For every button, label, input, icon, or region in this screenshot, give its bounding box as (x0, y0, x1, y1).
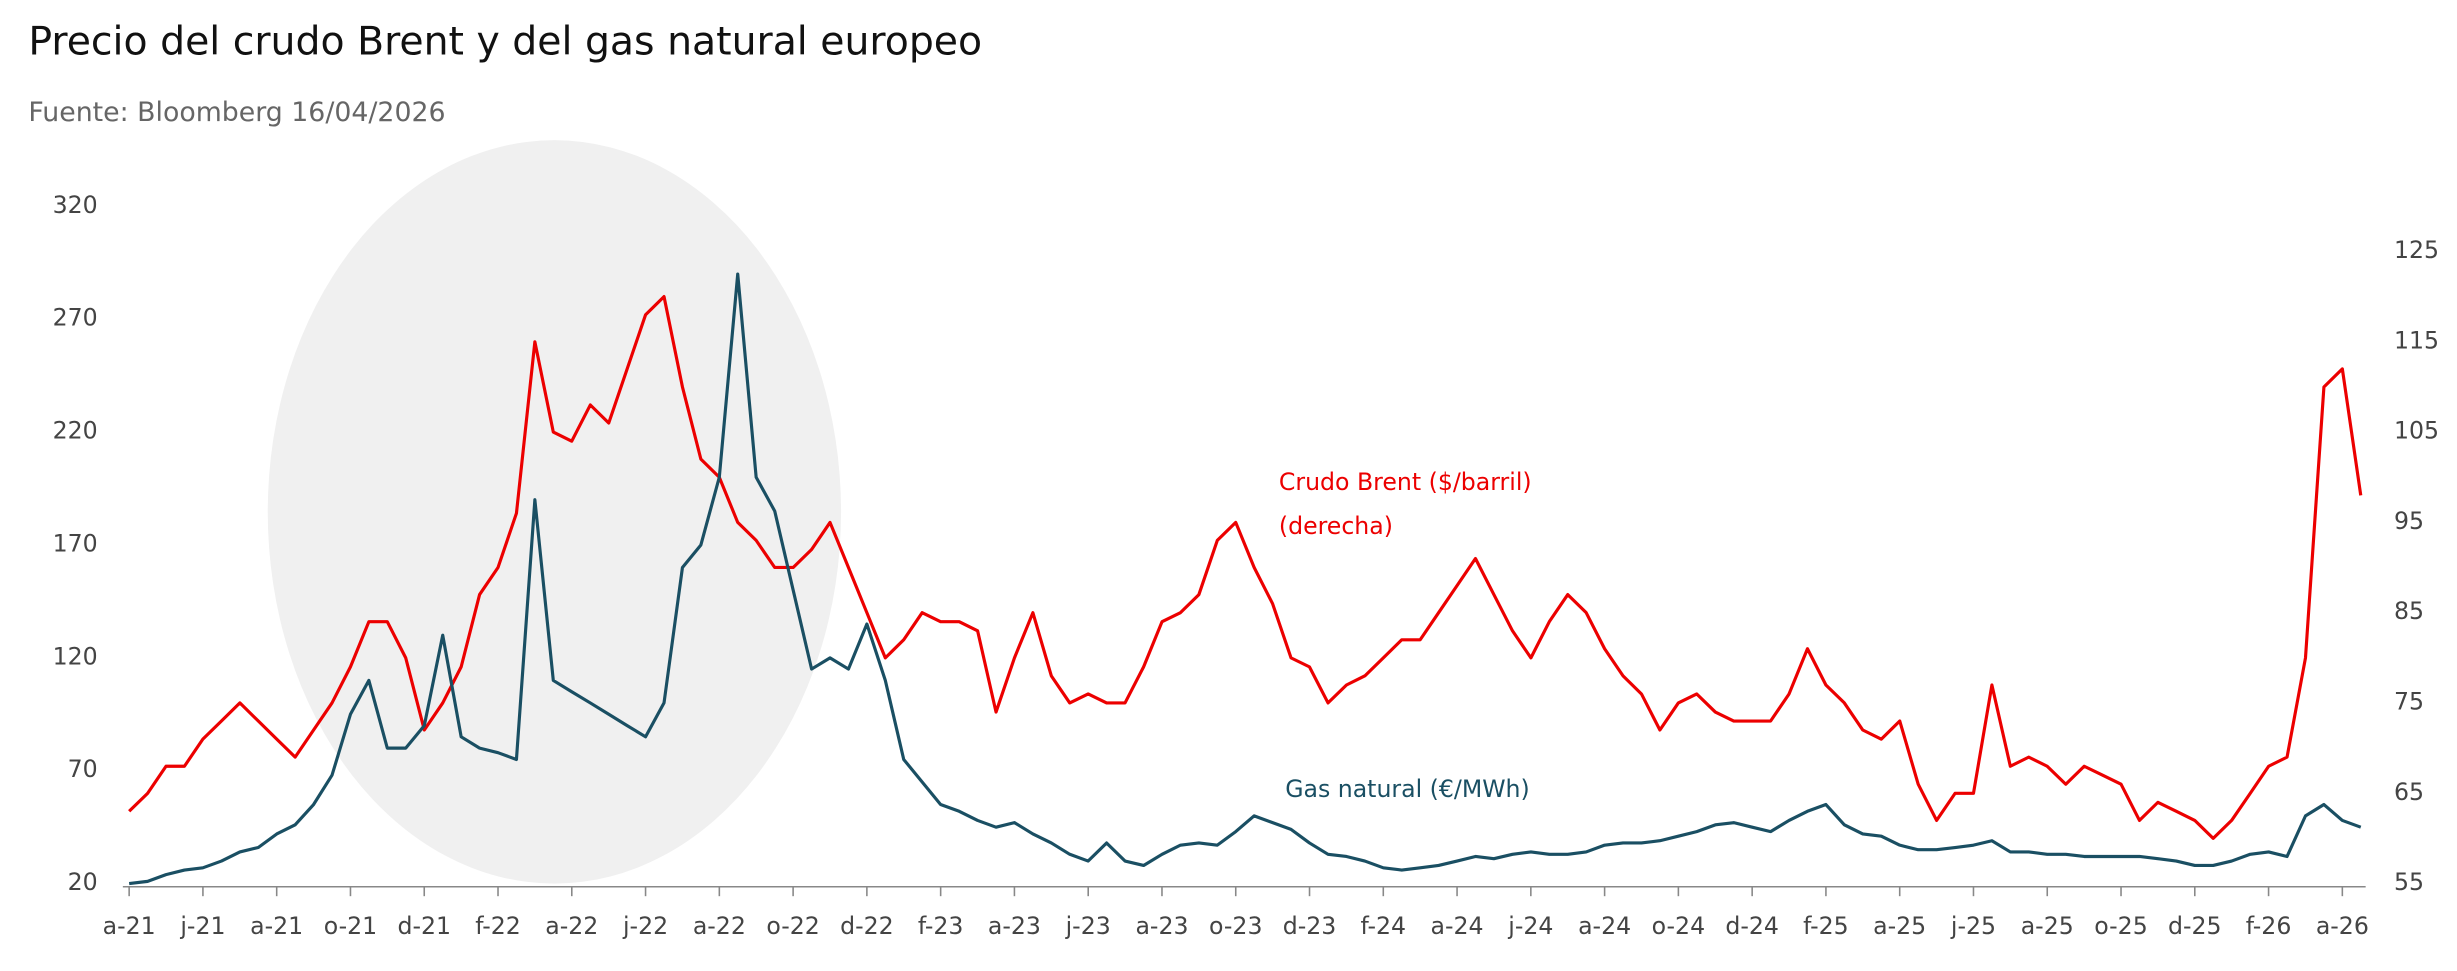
x-tick-label: f-23 (918, 912, 964, 940)
x-tick-label: a-26 (2316, 912, 2369, 940)
y2-tick-label: 65 (2394, 778, 2424, 806)
y-tick-label: 70 (68, 755, 98, 783)
x-tick-label: f-25 (1803, 912, 1849, 940)
x-tick-label: a-25 (2021, 912, 2074, 940)
x-tick-label: a-21 (103, 912, 156, 940)
x-tick-label: a-21 (250, 912, 303, 940)
x-tick-label: j-23 (1065, 912, 1111, 940)
x-tick-label: a-24 (1578, 912, 1631, 940)
x-tick-label: a-23 (1135, 912, 1188, 940)
x-tick-label: j-24 (1507, 912, 1553, 940)
x-tick-label: d-22 (840, 912, 894, 940)
x-tick-label: o-22 (766, 912, 819, 940)
x-tick-label: d-21 (397, 912, 451, 940)
series-note: (derecha) (1279, 512, 1393, 540)
x-tick-label: f-24 (1360, 912, 1406, 940)
series-label: Gas natural (€/MWh) (1285, 775, 1530, 803)
y-tick-label: 20 (68, 868, 98, 896)
y-tick-label: 120 (53, 642, 98, 670)
y2-tick-label: 125 (2394, 236, 2439, 264)
x-tick-label: f-26 (2246, 912, 2292, 940)
y2-tick-label: 75 (2394, 687, 2424, 715)
x-tick-label: o-25 (2094, 912, 2147, 940)
x-tick-label: d-24 (1725, 912, 1779, 940)
y2-tick-label: 115 (2394, 326, 2439, 354)
series-label: Crudo Brent ($/barril) (1279, 468, 1532, 496)
x-tick-label: o-24 (1652, 912, 1705, 940)
series-line (128, 272, 2362, 886)
y-tick-label: 170 (53, 529, 98, 557)
x-tick-label: o-21 (324, 912, 377, 940)
y-tick-label: 220 (53, 417, 98, 445)
x-tick-label: j-22 (622, 912, 668, 940)
y2-tick-label: 85 (2394, 597, 2424, 625)
series-line (128, 295, 2363, 840)
highlight-ellipse (267, 140, 842, 884)
x-tick-label: a-23 (988, 912, 1041, 940)
y-tick-label: 270 (53, 304, 98, 332)
x-tick-label: f-22 (475, 912, 521, 940)
x-tick-label: j-25 (1950, 912, 1996, 940)
x-tick-label: a-25 (1873, 912, 1926, 940)
x-tick-label: a-22 (545, 912, 598, 940)
x-tick-label: j-21 (179, 912, 225, 940)
y2-tick-label: 55 (2394, 868, 2424, 896)
x-tick-label: o-23 (1209, 912, 1262, 940)
x-tick-label: d-25 (2168, 912, 2222, 940)
y2-tick-label: 105 (2394, 417, 2439, 445)
x-tick-label: d-23 (1283, 912, 1337, 940)
y2-tick-label: 95 (2394, 507, 2424, 535)
chart-subtitle: Fuente: Bloomberg 16/04/2026 (28, 97, 445, 128)
x-tick-label: a-22 (693, 912, 746, 940)
chart-title: Precio del crudo Brent y del gas natural… (28, 19, 982, 65)
x-tick-label: a-24 (1431, 912, 1484, 940)
y-tick-label: 320 (53, 191, 98, 219)
